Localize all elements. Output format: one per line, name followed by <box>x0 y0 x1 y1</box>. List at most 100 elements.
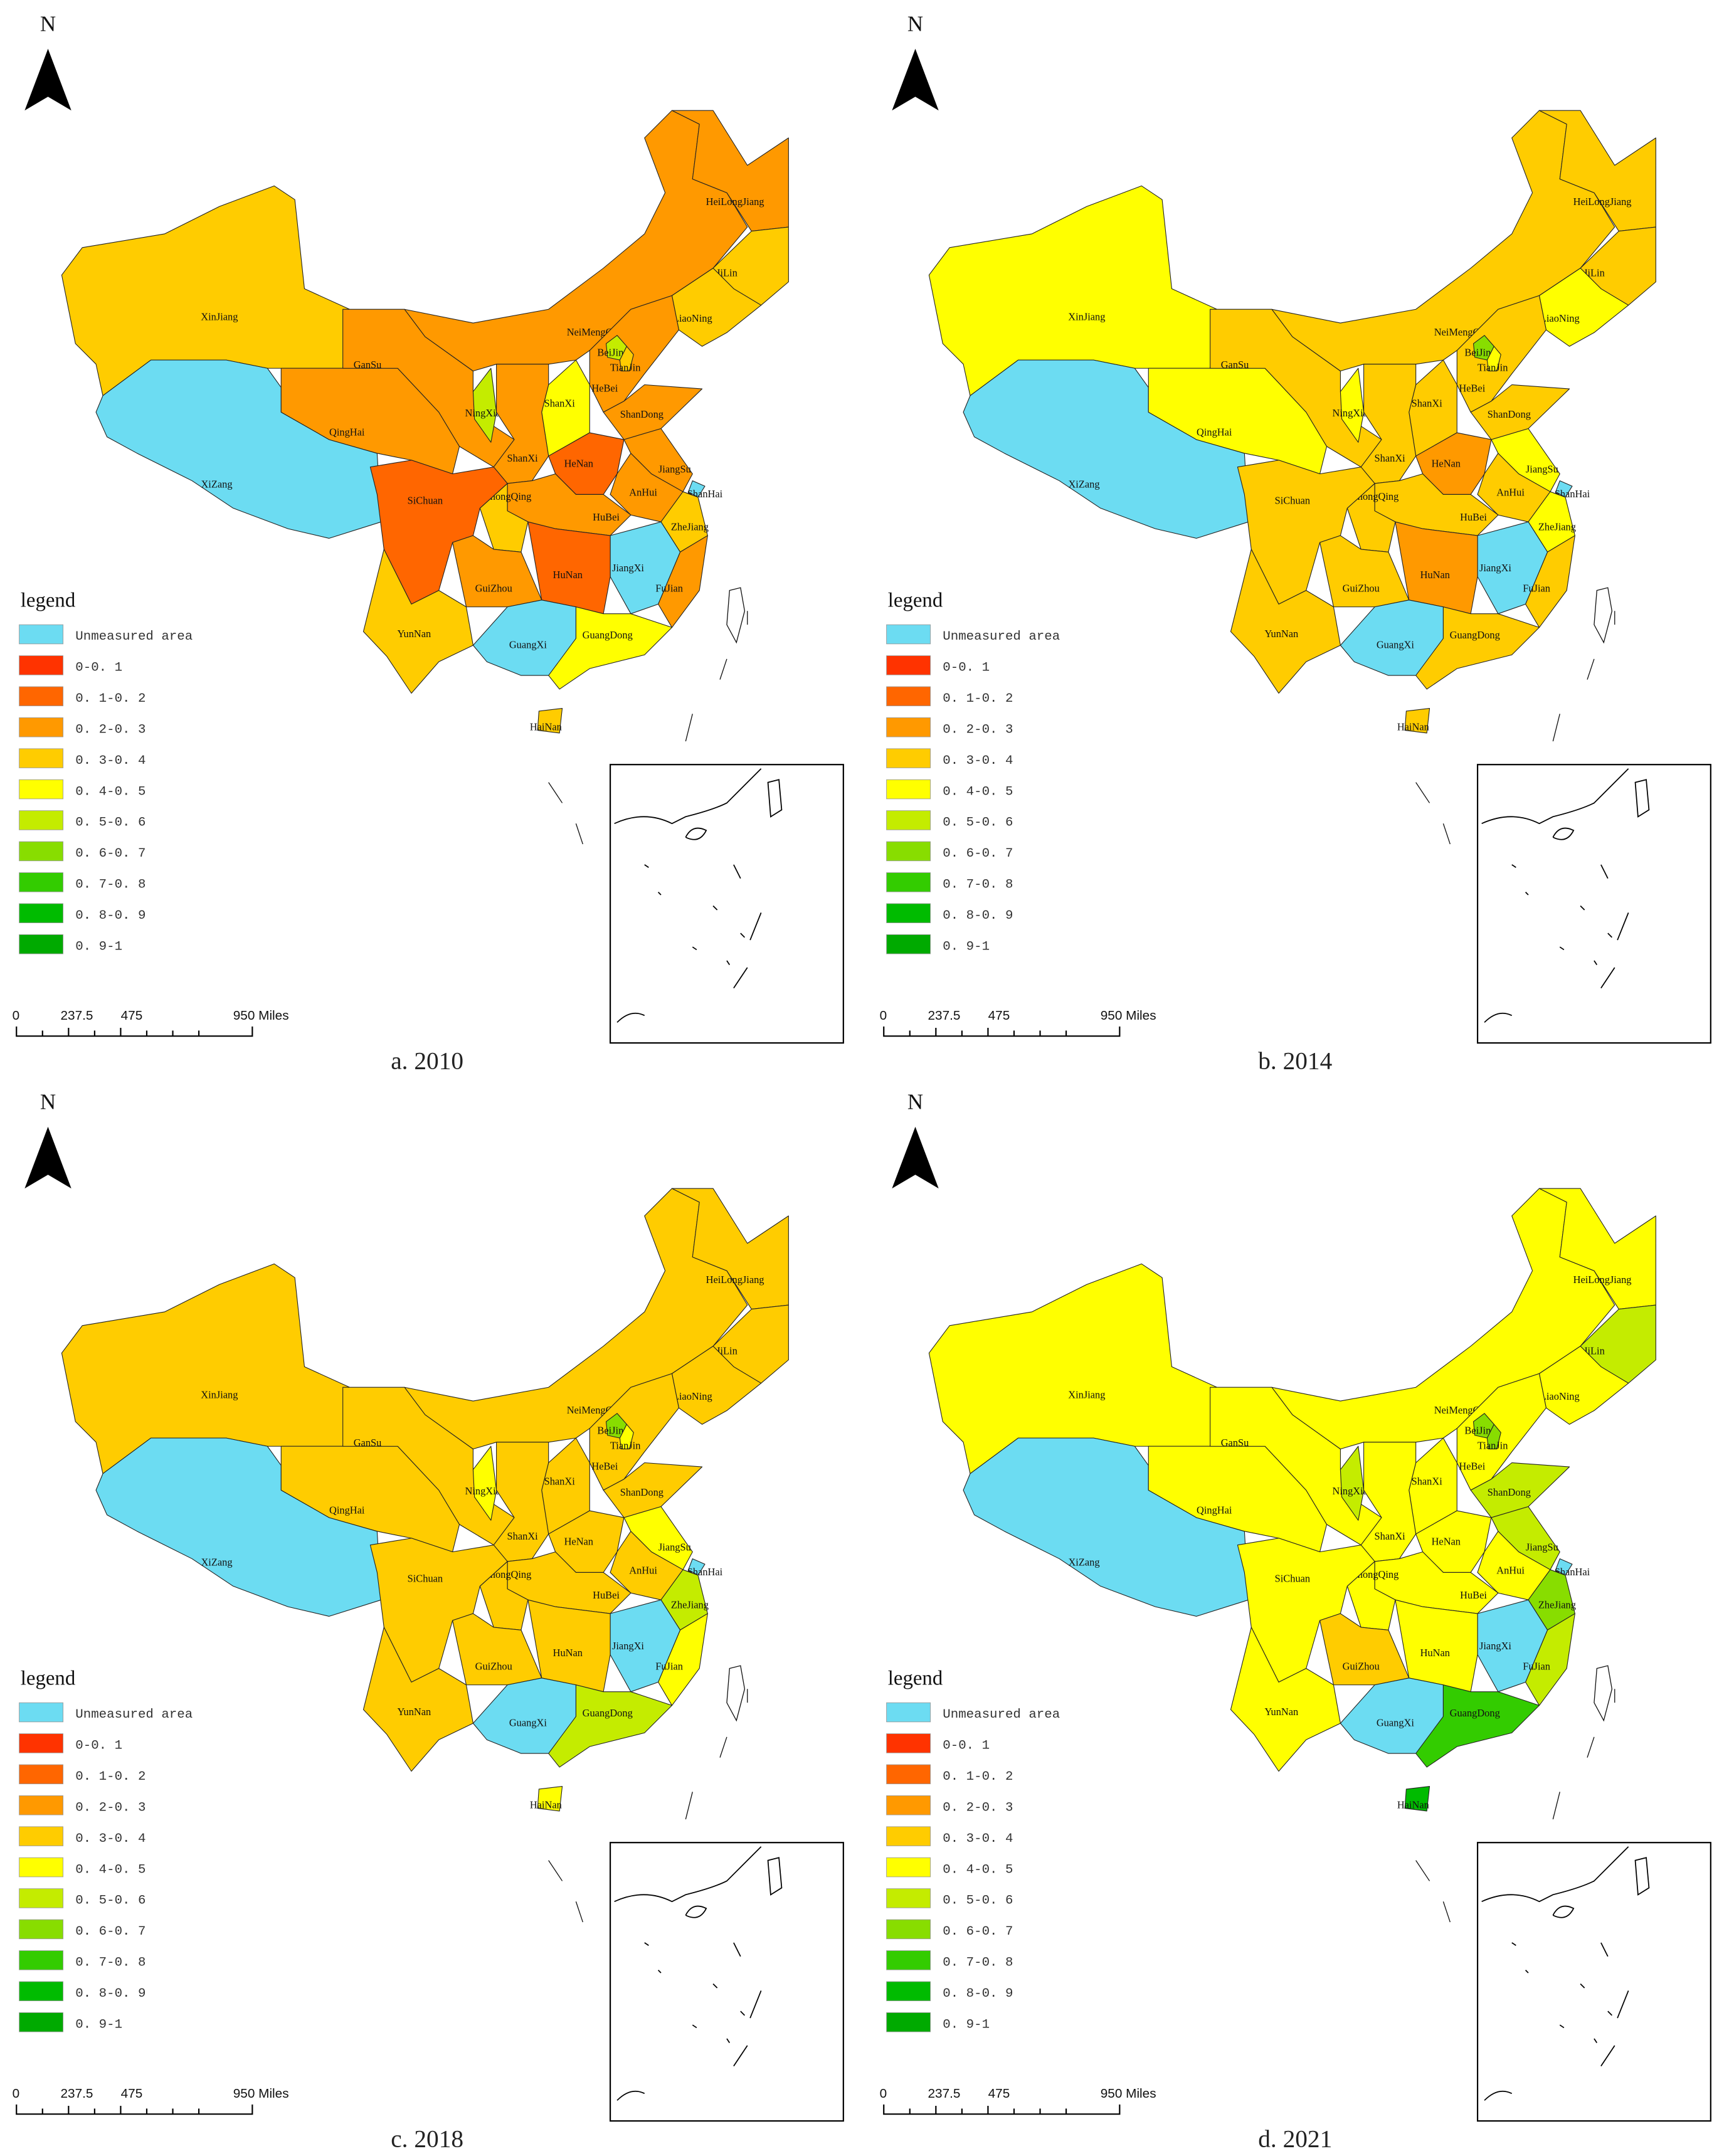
province-hainan: HaiNan <box>1397 1786 1430 1812</box>
province-shape <box>589 295 679 413</box>
south-china-sea-inset <box>609 1842 844 2122</box>
legend-label: Unmeasured area <box>943 1708 1060 1722</box>
legend-swatch <box>886 1950 931 1970</box>
map-svg: NXinJiangXiZangQingHaiGanSuNeiMengGuHeiL… <box>13 11 844 1075</box>
province-label: HuNan <box>553 569 583 581</box>
province-label: HeiLongJiang <box>706 196 764 208</box>
province-label: ShanDong <box>620 408 663 420</box>
province-hainan: HaiNan <box>530 1786 563 1812</box>
province-label: XiZang <box>201 1556 232 1568</box>
legend-swatch <box>886 717 931 737</box>
legend: legend Unmeasured area 0-0. 1 0. 1-0. 2 0. 2… <box>19 589 193 954</box>
taiwan-outline <box>726 587 746 644</box>
province-anhui: AnHui <box>1477 1531 1551 1600</box>
legend-label: 0. 4-0. 5 <box>943 1863 1013 1877</box>
province-label: HaiNan <box>530 721 562 733</box>
province-label: HeBei <box>591 1460 618 1472</box>
province-shape <box>1360 1442 1417 1562</box>
province-label: ZheJiang <box>1538 1599 1576 1610</box>
province-xinjiang: XinJiang <box>928 185 1218 396</box>
province-label: XiZang <box>201 478 232 490</box>
legend-swatch <box>19 841 64 862</box>
province-shape <box>548 1684 673 1768</box>
legend-label: Unmeasured area <box>75 630 193 644</box>
province-hebei: HeBei <box>589 1373 679 1491</box>
legend-label: 0. 2-0. 3 <box>75 1800 145 1815</box>
province-henan: HeNan <box>548 432 625 495</box>
province-shape <box>1340 1445 1365 1521</box>
province-label: GuangXi <box>1377 638 1415 650</box>
province-shape <box>1538 268 1629 347</box>
province-shape <box>1486 1424 1501 1450</box>
province-label: HeNan <box>564 458 593 470</box>
legend-swatch <box>19 1950 64 1970</box>
province-label: GuangDong <box>1450 629 1500 641</box>
province-guizhou: GuiZhou <box>1319 1613 1410 1686</box>
legend-swatch <box>886 903 931 923</box>
legend-swatch <box>886 1981 931 2001</box>
province-label: SiChuan <box>408 495 443 507</box>
legend-swatch <box>19 1981 64 2001</box>
province-label: GuangXi <box>1377 1716 1415 1728</box>
legend-label: 0. 3-0. 4 <box>943 754 1013 768</box>
province-liaoning: LiaoNing <box>671 1346 762 1425</box>
province-label: TianJin <box>610 362 641 374</box>
province-label: HeiLongJiang <box>1573 196 1632 208</box>
legend-label: 0. 2-0. 3 <box>75 722 145 737</box>
legend: legend Unmeasured area 0-0. 1 0. 1-0. 2 0. 2… <box>886 589 1060 954</box>
scale-label: 0 <box>13 2086 20 2101</box>
north-label: N <box>40 1089 56 1114</box>
province-label: GuiZhou <box>1343 1661 1380 1672</box>
province-label: HuNan <box>1420 569 1450 581</box>
province-shape <box>362 1627 473 1772</box>
province-label: YunNan <box>1265 1706 1299 1718</box>
province-shape <box>1360 364 1417 484</box>
south-china-sea-inset <box>1476 764 1711 1044</box>
province-label: LiaoNing <box>1540 1390 1580 1402</box>
province-shaanxi: ShanXi <box>493 364 549 484</box>
legend-label: 0. 4-0. 5 <box>75 785 145 799</box>
province-shandong: ShanDong <box>603 384 703 440</box>
province-yunnan: YunNan <box>1230 549 1341 694</box>
province-label: GuangDong <box>1450 1707 1500 1719</box>
province-label: TianJin <box>1478 1440 1508 1452</box>
scale-label: 237.5 <box>928 2086 960 2101</box>
province-label: JiangSu <box>1526 463 1558 475</box>
province-label: HuBei <box>593 511 620 523</box>
legend-label: 0. 2-0. 3 <box>943 1800 1013 1815</box>
province-shape <box>1456 1373 1546 1491</box>
scale-label: 475 <box>121 1008 143 1023</box>
province-label: GuangXi <box>509 1716 547 1728</box>
legend-label: 0. 1-0. 2 <box>943 1770 1013 1784</box>
province-label: HuNan <box>553 1647 583 1659</box>
legend-swatch <box>886 1733 931 1753</box>
province-jiangsu: JiangSu <box>623 1506 693 1570</box>
province-label: GuangDong <box>583 1707 633 1719</box>
scale-label: 0 <box>880 2086 887 2101</box>
legend-label: 0-0. 1 <box>75 661 122 675</box>
legend-swatch <box>886 624 931 645</box>
scale-bar: 0 237.5 475 950 Miles <box>880 1008 1156 1037</box>
province-guangdong: GuangDong <box>1415 606 1540 690</box>
province-label: JiangSu <box>658 1541 691 1553</box>
legend-label: 0. 3-0. 4 <box>75 1832 145 1846</box>
legend-label: 0. 7-0. 8 <box>75 878 145 892</box>
province-shape <box>1415 606 1540 690</box>
scale-label: 475 <box>988 2086 1010 2101</box>
province-henan: HeNan <box>1415 432 1492 495</box>
province-label: HaiNan <box>1397 1799 1429 1811</box>
province-shandong: ShanDong <box>603 1462 703 1518</box>
legend-swatch <box>19 872 64 892</box>
province-shape <box>472 367 497 443</box>
legend-label: 0. 1-0. 2 <box>75 1770 145 1784</box>
legend: legend Unmeasured area 0-0. 1 0. 1-0. 2 0. 2… <box>19 1667 193 2032</box>
province-shape <box>1456 295 1546 413</box>
north-arrow-icon <box>892 1126 939 1189</box>
island-lines <box>548 611 748 845</box>
legend-label: 0. 9-1 <box>943 2017 990 2032</box>
province-label: HeNan <box>564 1536 593 1548</box>
legend-swatch <box>19 1919 64 1940</box>
province-label: XinJiang <box>201 1389 238 1401</box>
province-label: ShanDong <box>1488 1486 1531 1498</box>
province-beijing: BeiJing <box>597 335 629 361</box>
